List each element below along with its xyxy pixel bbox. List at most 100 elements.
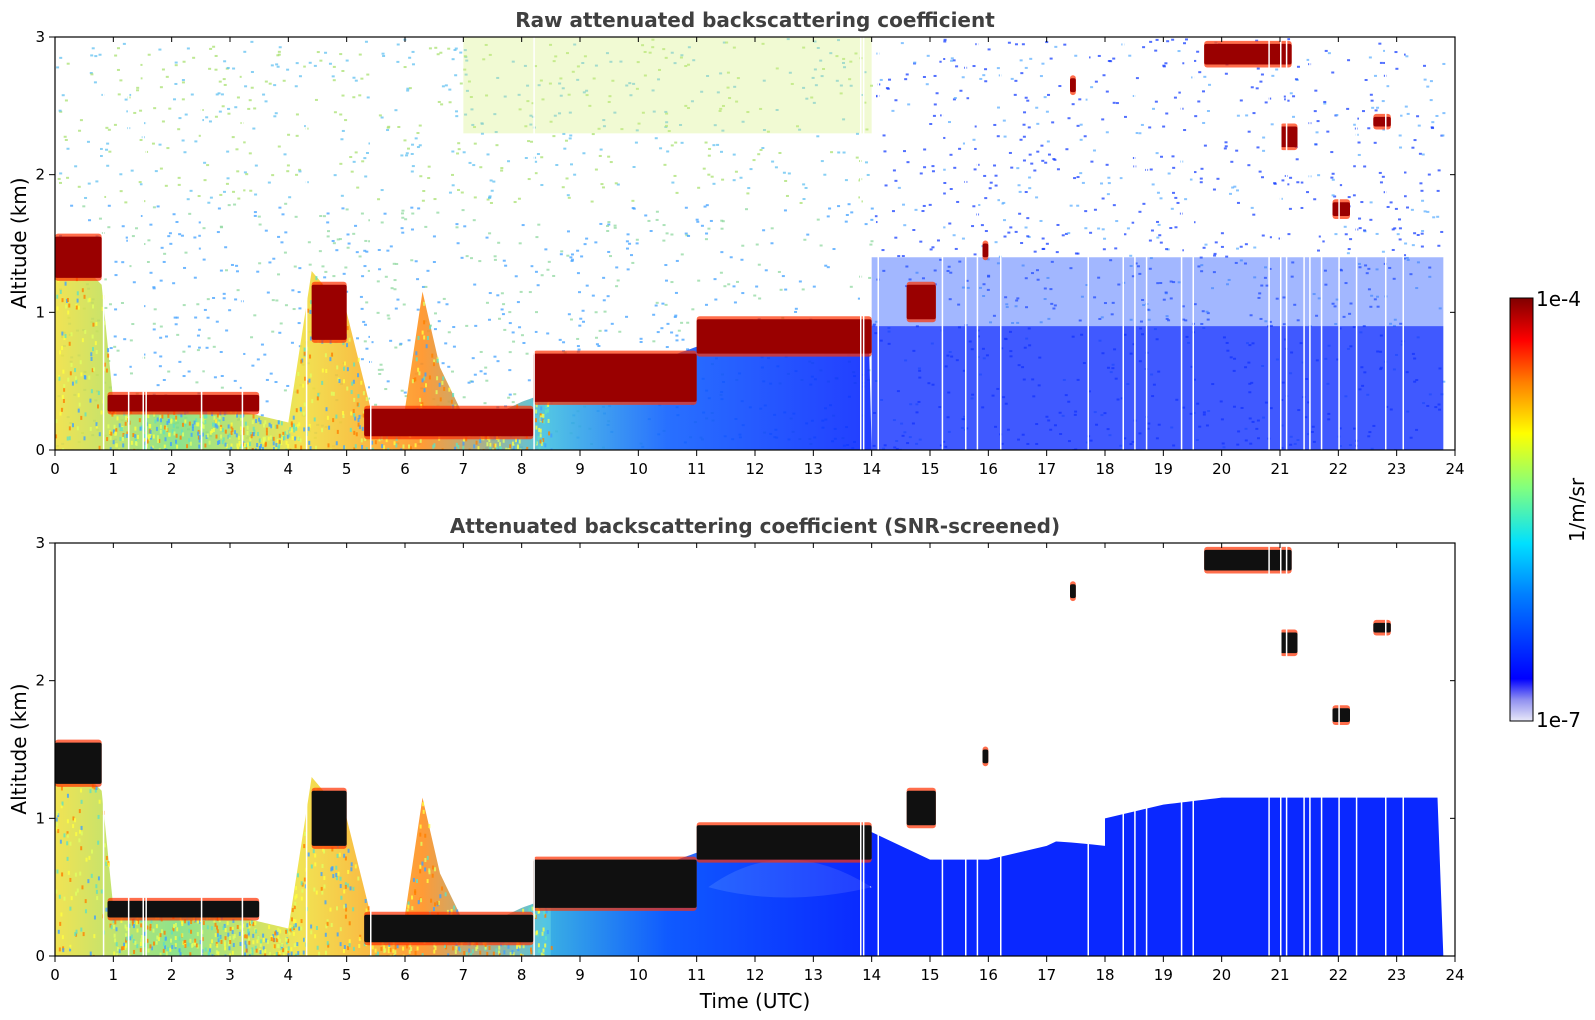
aerosol-speck — [517, 947, 520, 952]
noise-speck — [619, 60, 623, 63]
aerosol-speck — [421, 402, 424, 407]
aerosol-speck — [310, 864, 313, 869]
aerosol-speck — [231, 929, 234, 934]
aerosol-speck — [197, 422, 200, 427]
noise-speck — [508, 369, 512, 372]
aerosol-speck — [329, 448, 332, 450]
noise-speck — [1349, 238, 1353, 241]
noise-speck — [189, 189, 193, 192]
noise-speck — [1268, 320, 1272, 323]
cloud-layer — [1373, 116, 1391, 127]
noise-speck — [84, 196, 88, 199]
aerosol-speck — [157, 439, 160, 444]
noise-speck — [1344, 233, 1348, 236]
noise-speck — [129, 339, 133, 342]
aerosol-speck — [347, 869, 350, 874]
noise-speck — [360, 307, 364, 310]
aerosol-speck — [344, 903, 347, 908]
noise-speck — [463, 49, 467, 52]
aerosol-speck — [122, 432, 125, 437]
noise-speck — [1005, 303, 1009, 306]
aerosol-speck — [313, 887, 316, 892]
noise-speck — [1041, 237, 1045, 240]
noise-speck — [826, 215, 830, 218]
aerosol-speck — [302, 383, 305, 388]
noise-speck — [474, 324, 478, 327]
noise-speck — [172, 282, 176, 285]
aerosol-speck — [275, 443, 278, 448]
x-tick-label: 8 — [517, 966, 527, 984]
aerosol-speck — [123, 942, 126, 947]
noise-speck — [757, 153, 761, 156]
aerosol-speck — [295, 426, 298, 431]
aerosol-speck — [339, 942, 342, 947]
noise-speck — [1331, 172, 1335, 175]
noise-speck — [733, 301, 737, 304]
noise-speck — [1335, 298, 1339, 301]
noise-speck — [1253, 246, 1257, 249]
aerosol-speck — [357, 373, 360, 378]
noise-speck — [236, 170, 240, 173]
aerosol-speck — [197, 919, 200, 924]
noise-speck — [565, 177, 569, 180]
aerosol-speck — [121, 436, 124, 441]
aerosol-speck — [68, 426, 71, 431]
aerosol-speck — [191, 423, 194, 428]
aerosol-speck — [155, 924, 158, 929]
cloud-layer — [1204, 43, 1292, 65]
aerosol-speck — [371, 945, 374, 950]
noise-speck — [858, 196, 862, 199]
noise-speck — [1170, 207, 1174, 210]
aerosol-speck — [66, 819, 69, 824]
noise-speck — [203, 161, 207, 164]
x-tick-label: 17 — [1037, 966, 1056, 984]
noise-speck — [1392, 324, 1396, 327]
noise-speck — [176, 333, 180, 336]
noise-speck — [1369, 201, 1373, 204]
noise-speck — [824, 264, 828, 267]
aerosol-speck — [147, 434, 150, 439]
noise-speck — [293, 265, 297, 268]
noise-speck — [1041, 159, 1045, 162]
noise-speck — [1126, 227, 1130, 230]
noise-speck — [636, 61, 640, 64]
aerosol-speck — [423, 376, 426, 381]
missing-data-gap — [145, 543, 147, 956]
aerosol-speck — [441, 380, 444, 385]
missing-data-gap — [1145, 543, 1148, 956]
noise-speck — [406, 89, 410, 92]
noise-speck — [835, 55, 839, 58]
aerosol-speck — [304, 376, 307, 381]
noise-speck — [1011, 322, 1015, 325]
noise-speck — [1330, 176, 1334, 179]
aerosol-speck — [228, 946, 231, 951]
aerosol-speck — [262, 937, 265, 942]
noise-speck — [64, 138, 68, 141]
aerosol-speck — [476, 945, 479, 950]
noise-speck — [1395, 67, 1399, 70]
aerosol-speck — [507, 448, 510, 450]
aerosol-speck — [387, 949, 390, 954]
noise-speck — [1264, 266, 1268, 269]
aerosol-speck — [475, 440, 478, 445]
aerosol-speck — [251, 947, 254, 952]
aerosol-speck — [534, 440, 537, 445]
noise-speck — [507, 396, 511, 399]
aerosol-speck — [76, 291, 79, 296]
aerosol-speck — [541, 418, 544, 423]
noise-speck — [511, 331, 515, 334]
aerosol-speck — [229, 939, 232, 944]
aerosol-speck — [426, 336, 429, 341]
aerosol-speck — [302, 411, 305, 416]
aerosol-speck — [516, 438, 519, 443]
noise-speck — [222, 190, 226, 193]
noise-speck — [319, 215, 323, 218]
noise-speck — [399, 342, 403, 345]
noise-speck — [1236, 189, 1240, 192]
aerosol-speck — [70, 896, 73, 901]
aerosol-speck — [348, 939, 351, 944]
noise-speck — [987, 274, 991, 277]
noise-speck — [1223, 147, 1227, 150]
aerosol-speck — [462, 445, 465, 450]
aerosol-speck — [300, 926, 303, 931]
